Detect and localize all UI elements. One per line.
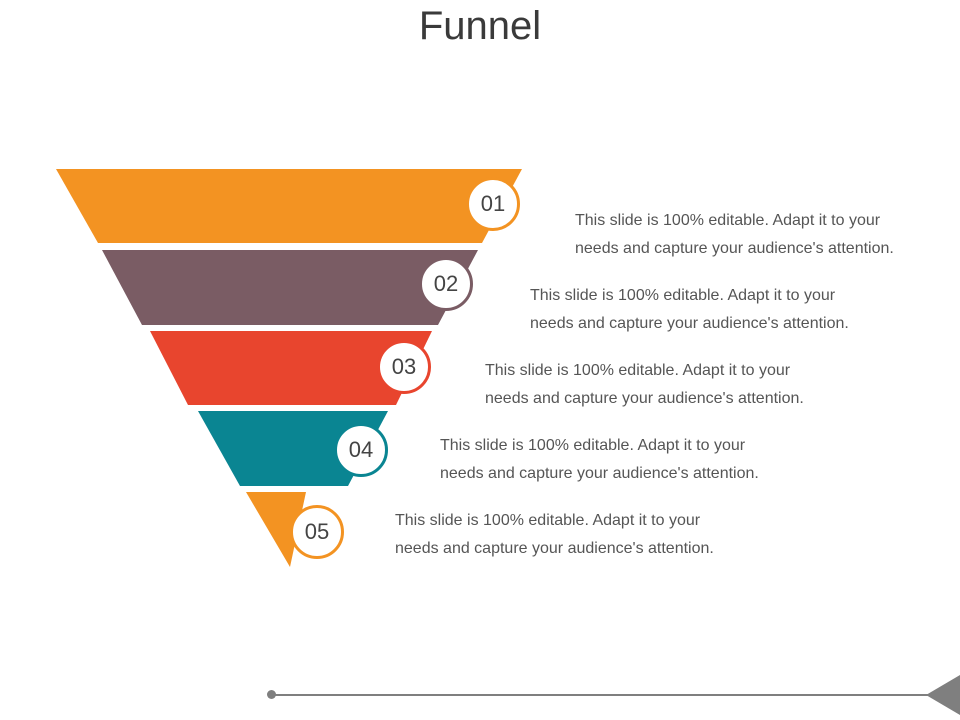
stage-description-4: This slide is 100% editable. Adapt it to…	[440, 437, 759, 482]
footer-dot	[267, 690, 276, 699]
stage-number-3: 03	[377, 340, 431, 394]
stage-number-5: 05	[290, 505, 344, 559]
stage-description-1: This slide is 100% editable. Adapt it to…	[575, 212, 894, 257]
stage-number-2: 02	[419, 257, 473, 311]
stage-number-4: 04	[334, 423, 388, 477]
funnel-band-5	[246, 492, 306, 567]
stage-number-2-label: 02	[433, 271, 459, 296]
stage-number-5-label: 05	[304, 519, 330, 544]
footer-line	[272, 694, 932, 696]
stage-number-4-label: 04	[348, 437, 374, 462]
stage-description-2: This slide is 100% editable. Adapt it to…	[530, 287, 849, 332]
slide-title: Funnel	[418, 4, 542, 48]
funnel-band-1	[56, 169, 522, 243]
stage-number-1: 01	[466, 177, 520, 231]
stage-description-5: This slide is 100% editable. Adapt it to…	[395, 512, 714, 557]
stage-number-3-label: 03	[391, 354, 417, 379]
funnel-band-3	[150, 331, 432, 405]
footer-arrow-icon	[926, 675, 960, 715]
funnel-band-2	[102, 250, 478, 325]
stage-description-3: This slide is 100% editable. Adapt it to…	[485, 362, 804, 407]
stage-number-1-label: 01	[480, 191, 506, 216]
